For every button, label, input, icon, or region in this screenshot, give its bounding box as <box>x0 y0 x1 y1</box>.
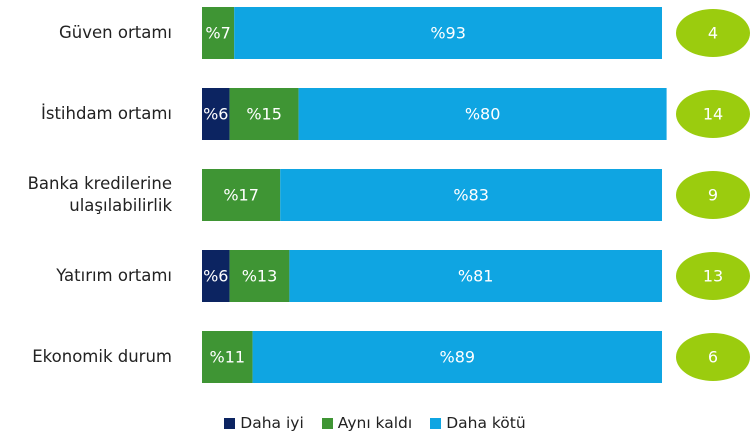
value-label: %13 <box>242 267 278 286</box>
value-label: %6 <box>203 105 228 124</box>
category-label: İstihdam ortamı <box>41 104 172 123</box>
value-label: %93 <box>430 24 466 43</box>
value-label: %15 <box>246 105 282 124</box>
category-label: Güven ortamı <box>59 23 172 42</box>
bar-segment <box>289 250 662 302</box>
value-label: %17 <box>223 186 259 205</box>
category-label: Ekonomik durum <box>32 347 172 366</box>
value-label: %80 <box>465 105 501 124</box>
value-label: %83 <box>453 186 489 205</box>
badge-label: 14 <box>703 105 723 124</box>
bar-segment <box>280 169 662 221</box>
bar-segment <box>202 169 281 221</box>
badge <box>676 90 750 138</box>
badge-label: 13 <box>703 267 723 286</box>
legend-swatch <box>224 417 236 429</box>
value-label: %89 <box>440 348 476 367</box>
bar-segment <box>202 88 230 140</box>
value-label: %7 <box>205 24 230 43</box>
legend-swatch <box>430 417 442 429</box>
category-label: Banka kredilerine ulaşılabilirlik <box>27 174 172 215</box>
bar-segment <box>298 88 667 140</box>
badge-label: 9 <box>708 186 718 205</box>
legend-swatch <box>321 417 333 429</box>
bar-segment <box>202 7 235 59</box>
value-label: %81 <box>458 267 494 286</box>
legend-label: Aynı kaldı <box>337 414 413 432</box>
legend: Daha iyi Aynı kaldı Daha kötü <box>0 414 750 432</box>
badge <box>676 9 750 57</box>
value-label: %6 <box>203 267 228 286</box>
legend-item: Daha iyi <box>224 414 304 432</box>
badge <box>676 252 750 300</box>
legend-label: Daha iyi <box>240 414 304 432</box>
value-label: %11 <box>210 348 246 367</box>
legend-label: Daha kötü <box>446 414 526 432</box>
bar-segment <box>229 88 299 140</box>
badge <box>676 333 750 381</box>
bar-segment <box>229 250 290 302</box>
badge-label: 4 <box>708 24 718 43</box>
category-label: Yatırım ortamı <box>56 266 172 285</box>
bar-segment <box>202 331 253 383</box>
badge-label: 6 <box>708 348 718 367</box>
legend-item: Daha kötü <box>430 414 526 432</box>
legend-item: Aynı kaldı <box>321 414 413 432</box>
bar-segment <box>234 7 662 59</box>
badge <box>676 171 750 219</box>
bar-segment <box>252 331 662 383</box>
bar-segment <box>202 250 230 302</box>
